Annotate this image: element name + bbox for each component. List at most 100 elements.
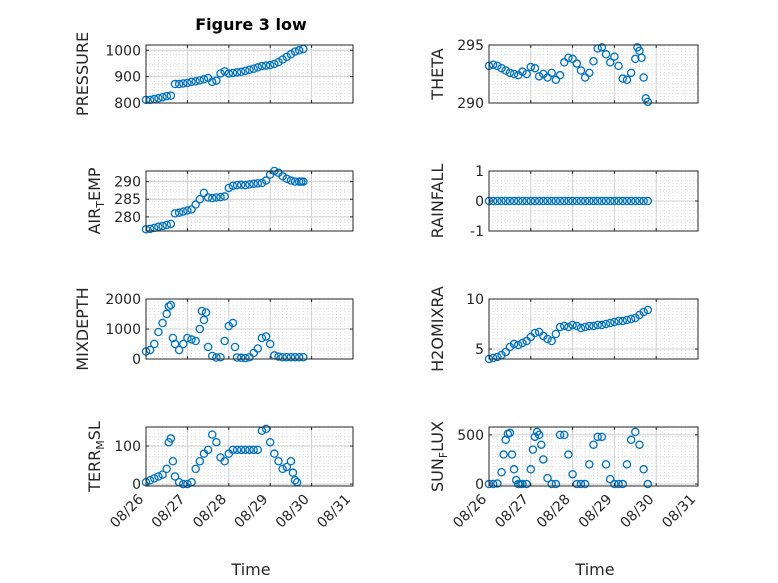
y-tick-label: 290 [457,96,484,112]
data-point [158,318,167,328]
y-tick-label: 0 [475,477,484,493]
data-point [551,479,561,489]
data-point [228,318,238,328]
data-point [514,340,523,350]
data-point [249,445,258,455]
data-point [282,352,292,362]
data-point [241,66,250,76]
data-point [618,196,628,206]
data-point [509,196,519,206]
data-point [639,73,648,82]
data-point [170,209,180,218]
data-point [593,196,602,206]
data-point [493,196,502,206]
data-point [605,196,615,206]
data-point [241,445,250,455]
data-point [626,314,636,324]
data-point [589,440,598,449]
data-point [203,193,213,202]
data-point [559,321,569,331]
data-point [543,196,552,206]
data-point [601,196,611,206]
data-point [547,196,556,206]
data-point [610,479,619,489]
data-point [174,345,184,355]
data-point [166,300,176,310]
data-point [212,76,221,85]
data-point [236,180,246,190]
data-point [643,97,653,107]
data-point [154,94,163,103]
data-point [183,333,192,343]
data-point [253,63,263,72]
data-point [201,308,211,317]
data-point [534,430,544,440]
subplot-pressure: 800 900 1000 PRESSURE [73,32,354,116]
data-point [580,479,590,489]
data-point [154,472,163,481]
data-point [168,457,178,466]
data-point [203,342,213,352]
data-point [501,196,510,206]
y-tick-label: 1000 [105,322,141,338]
data-point [228,68,238,78]
data-point [207,430,217,439]
data-point [593,320,602,330]
data-point [158,221,167,231]
data-point [183,78,192,88]
y-axis-label: THETA [428,48,447,100]
data-point [639,196,648,206]
data-point [278,172,287,181]
subplot-rainfall: -1 0 1 RAINFALL [428,164,699,240]
data-point [294,352,304,362]
data-point [597,320,607,330]
data-point [212,353,221,362]
data-point [488,353,498,363]
data-point [526,465,536,474]
data-point [253,344,263,353]
data-point [555,430,565,440]
data-point [572,479,582,489]
x-axis-label-left: Time [230,560,270,579]
figure-title: Figure 3 low [195,15,307,34]
data-point [589,56,598,66]
data-point [195,76,205,85]
data-point [551,75,561,85]
y-axis-label: AIRTEMP [85,167,107,234]
data-point [559,58,569,67]
data-point [224,183,234,193]
subplot-mixdepth: 0 1000 2000 MIXDEPTH [73,287,354,371]
data-point [286,49,296,59]
data-point [585,196,594,206]
data-point [257,333,267,343]
data-point [220,192,229,201]
data-point [643,479,653,489]
data-point [576,196,586,206]
data-point [618,74,628,83]
x-axis-label-right: Time [574,560,614,579]
data-point [288,468,298,477]
data-point [610,317,619,327]
y-tick-label: 285 [114,192,141,208]
data-point [610,196,619,206]
data-point [505,196,515,206]
data-point [166,91,176,100]
data-point [278,464,287,474]
data-point [534,72,544,81]
data-point [576,323,586,333]
y-tick-label: 0 [132,477,141,493]
data-point [286,352,296,362]
data-point [580,322,590,332]
data-point [166,434,176,443]
data-point [530,196,540,206]
data-point [282,462,292,472]
data-point [601,460,611,469]
y-axis-label: RAINFALL [428,164,447,239]
data-point [154,327,163,337]
data-point [568,320,577,330]
data-point [207,77,217,87]
data-point [241,180,250,190]
